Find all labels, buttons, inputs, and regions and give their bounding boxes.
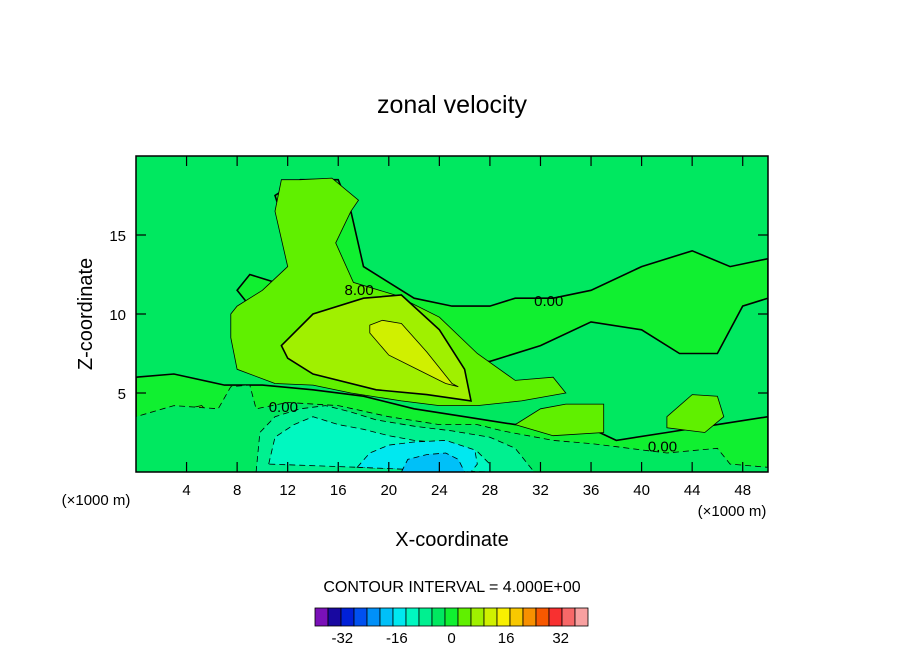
x-tick-label: 40 — [633, 482, 650, 499]
x-tick-label: 48 — [734, 482, 751, 499]
colorbar-tick-label: 32 — [552, 630, 569, 647]
contour-label: 8.00 — [345, 282, 374, 299]
colorbar-swatch — [483, 607, 498, 627]
colorbar-swatch — [340, 607, 355, 627]
colorbar-swatch — [574, 607, 589, 627]
chart-title: zonal velocity — [377, 91, 528, 119]
colorbar-swatch — [548, 607, 563, 627]
x-axis-label: X-coordinate — [395, 529, 508, 551]
colorbar-swatch — [366, 607, 381, 627]
colorbar-swatch — [379, 607, 394, 627]
colorbar: -32 -16 0 16 32 — [314, 607, 589, 647]
contour-label: 0.00 — [648, 438, 677, 455]
colorbar-swatch — [353, 607, 368, 627]
colorbar-swatch — [457, 607, 472, 627]
colorbar-swatch — [522, 607, 537, 627]
x-tick-label: 36 — [583, 482, 600, 499]
colorbar-swatch — [418, 607, 433, 627]
contour-label: 0.00 — [534, 293, 563, 310]
y-axis: 5 10 15 — [109, 228, 768, 403]
colorbar-swatch — [314, 607, 329, 627]
x-scale-note-left: (×1000 m) — [62, 492, 131, 509]
colorbar-swatch — [561, 607, 576, 627]
x-tick-label: 4 — [182, 482, 190, 499]
contour-region — [666, 394, 725, 433]
contour-region — [369, 319, 459, 388]
contour-region — [514, 403, 605, 437]
colorbar-tick-label: 16 — [498, 630, 515, 647]
x-tick-label: 8 — [233, 482, 241, 499]
contour-interval-note: CONTOUR INTERVAL = 4.000E+00 — [323, 579, 580, 596]
x-tick-label: 20 — [380, 482, 397, 499]
x-axis: 4 8 12 16 20 24 28 32 36 40 44 48 — [182, 156, 751, 499]
colorbar-tick-label: -16 — [386, 630, 408, 647]
colorbar-tick-label: -32 — [331, 630, 353, 647]
contour-region — [280, 294, 473, 402]
velocity-field — [136, 156, 768, 472]
x-tick-label: 12 — [279, 482, 296, 499]
colorbar-swatch — [392, 607, 407, 627]
x-tick-label: 32 — [532, 482, 549, 499]
colorbar-swatch — [431, 607, 446, 627]
x-tick-label: 44 — [684, 482, 701, 499]
y-axis-label: Z-coordinate — [75, 258, 97, 370]
colorbar-swatch — [535, 607, 550, 627]
contour-region — [400, 452, 466, 472]
y-tick-label: 5 — [118, 386, 126, 403]
colorbar-swatch — [496, 607, 511, 627]
y-tick-label: 10 — [109, 307, 126, 324]
colorbar-tick-label: 0 — [447, 630, 455, 647]
colorbar-swatch — [509, 607, 524, 627]
x-tick-label: 28 — [482, 482, 499, 499]
colorbar-swatch — [470, 607, 485, 627]
x-tick-label: 24 — [431, 482, 448, 499]
colorbar-swatch — [327, 607, 342, 627]
x-tick-label: 16 — [330, 482, 347, 499]
colorbar-swatch — [405, 607, 420, 627]
y-tick-label: 15 — [109, 228, 126, 245]
contour-label: 0.00 — [269, 399, 298, 416]
contour-labels: 8.00 0.00 0.00 0.00 — [269, 282, 677, 455]
colorbar-swatch — [444, 607, 459, 627]
x-scale-note-right: (×1000 m) — [698, 503, 767, 520]
